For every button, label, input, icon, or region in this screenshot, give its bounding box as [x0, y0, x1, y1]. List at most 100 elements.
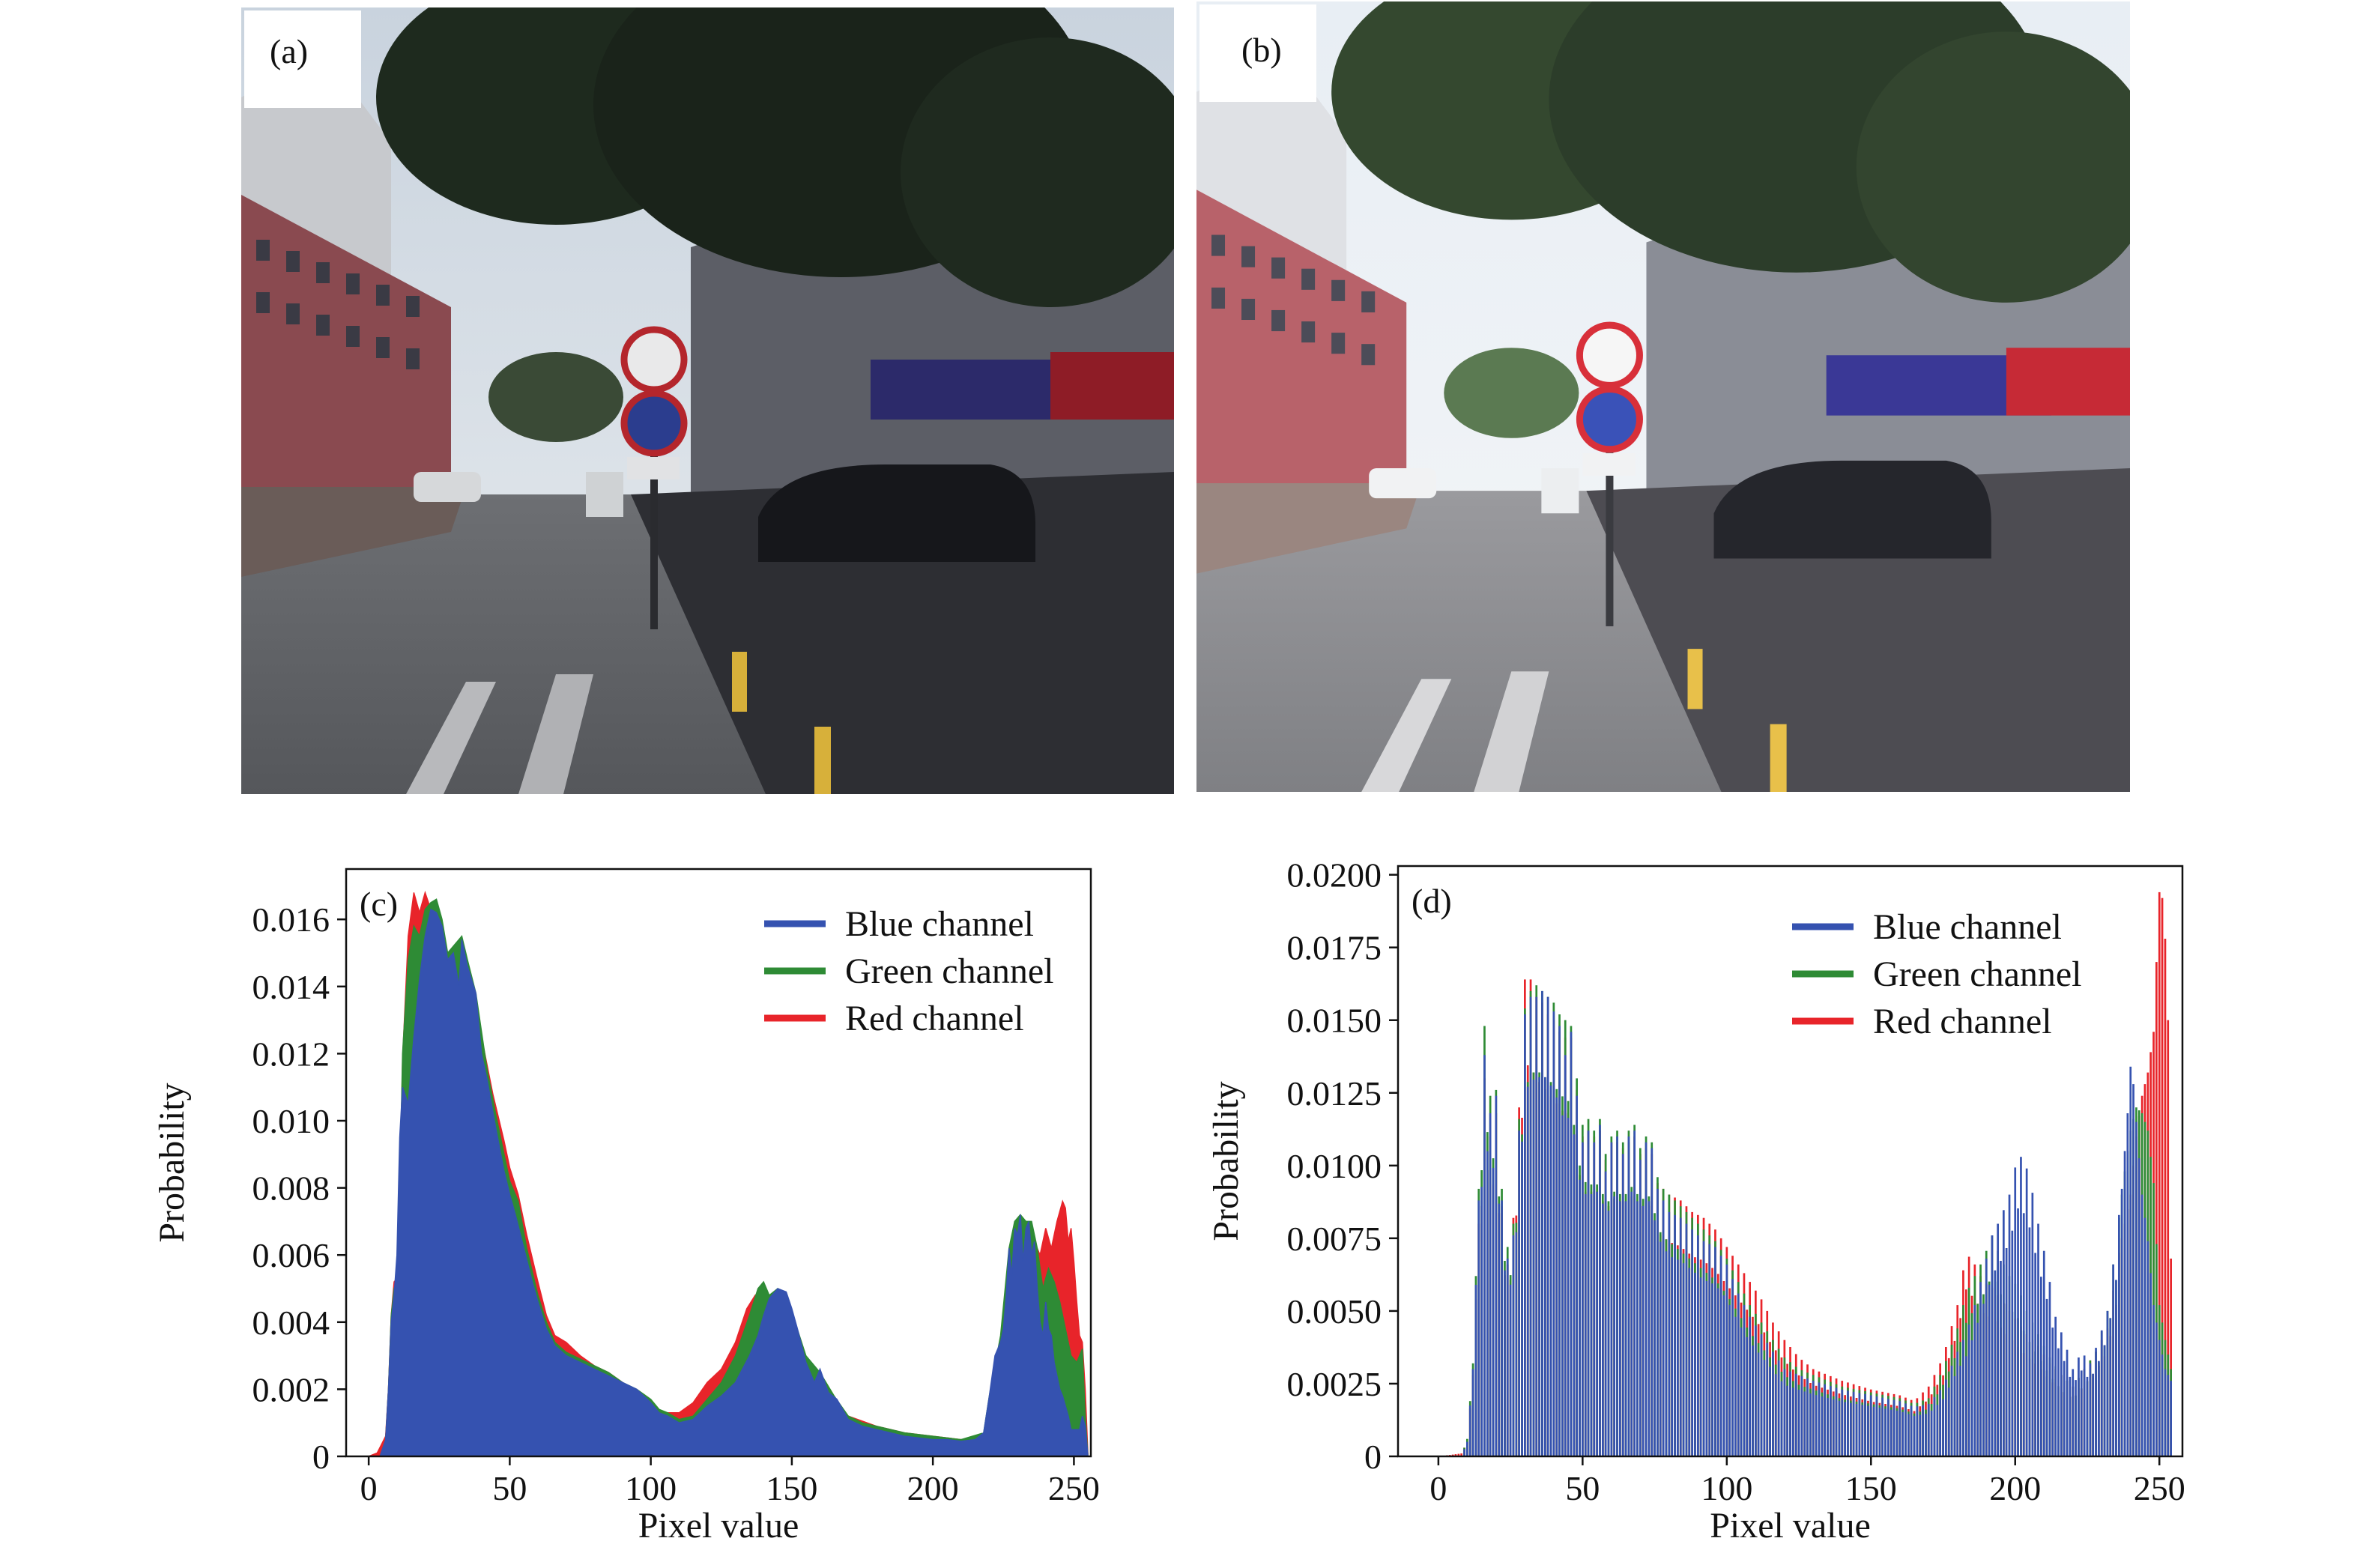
bar — [1642, 1205, 1645, 1456]
bar — [2045, 1298, 2048, 1456]
photo-a-original — [241, 7, 1174, 794]
y-tick-label: 0.0025 — [1287, 1365, 1382, 1403]
bar — [1794, 1373, 1797, 1456]
bar — [1973, 1305, 1976, 1456]
bar — [1815, 1395, 1818, 1456]
bar — [2146, 1241, 2149, 1456]
bar — [2149, 1273, 2152, 1456]
bar — [1925, 1414, 1927, 1456]
bar — [1705, 1281, 1708, 1456]
bar — [1483, 1055, 1486, 1456]
bar — [1936, 1405, 1939, 1456]
bar — [1884, 1408, 1887, 1456]
plot-area — [368, 890, 1089, 1456]
bar — [1633, 1130, 1636, 1456]
y-tick-label: 0 — [312, 1438, 330, 1476]
bar — [1596, 1191, 1598, 1456]
bar — [2103, 1345, 2106, 1456]
bar — [1486, 1151, 1489, 1456]
panel-label-a: (a) — [244, 10, 361, 108]
bar — [2072, 1369, 2075, 1456]
x-tick-label: 50 — [1565, 1469, 1600, 1507]
bar — [1590, 1193, 1593, 1456]
bar — [1627, 1136, 1630, 1456]
bar — [1607, 1211, 1610, 1456]
bar — [1544, 1077, 1546, 1456]
bar — [2118, 1214, 2120, 1456]
bar — [1524, 1014, 1526, 1456]
bar — [1922, 1405, 1924, 1456]
bar — [1685, 1223, 1688, 1456]
bar — [1504, 1270, 1506, 1456]
bar — [1538, 1077, 1540, 1456]
bar — [1907, 1414, 1910, 1456]
bar — [1576, 1095, 1578, 1456]
bar — [1910, 1405, 1913, 1456]
bar — [1694, 1272, 1696, 1456]
y-tick-label: 0.0200 — [1287, 856, 1382, 895]
bar — [1579, 1179, 1581, 1456]
x-tick-label: 150 — [1845, 1469, 1897, 1507]
bar — [1489, 1113, 1492, 1456]
bar — [1668, 1211, 1671, 1456]
bar — [2054, 1316, 2057, 1456]
bar — [1552, 1011, 1555, 1456]
bar — [2040, 1277, 2042, 1456]
bar — [1875, 1396, 1878, 1456]
bar — [1662, 1200, 1665, 1456]
photo-b-enhanced — [1196, 1, 2130, 792]
bar — [1535, 996, 1538, 1456]
bar — [2011, 1230, 2014, 1456]
bar — [1997, 1223, 1999, 1456]
bar — [2008, 1194, 2011, 1456]
y-tick-label: 0.0125 — [1287, 1074, 1382, 1113]
x-tick-label: 100 — [625, 1469, 677, 1507]
bar — [2170, 1259, 2172, 1456]
bar — [1708, 1244, 1711, 1456]
bar — [1711, 1283, 1713, 1456]
bar — [1501, 1200, 1503, 1456]
bar — [2109, 1318, 2112, 1456]
bar — [2057, 1348, 2060, 1456]
bar — [2000, 1261, 2002, 1456]
bar — [1982, 1304, 1985, 1456]
plot-frame — [1397, 865, 2184, 1458]
bar — [1772, 1351, 1774, 1456]
bar — [1930, 1410, 1933, 1456]
bar — [2063, 1360, 2066, 1456]
y-tick-label: 0.016 — [252, 900, 330, 939]
bar — [2167, 1375, 2170, 1456]
bar — [1792, 1387, 1794, 1456]
series-bars-blue-channel — [1463, 990, 2172, 1456]
bar — [1731, 1279, 1734, 1456]
bar — [1916, 1406, 1919, 1456]
bar — [1613, 1196, 1615, 1456]
bar — [1933, 1396, 1936, 1456]
bar — [1824, 1384, 1826, 1456]
bar — [2158, 1340, 2161, 1456]
bar — [1570, 1032, 1573, 1456]
bar — [2078, 1357, 2080, 1456]
bar — [1498, 1203, 1501, 1456]
bar — [1512, 1235, 1515, 1456]
bar — [1477, 1200, 1480, 1456]
bar — [1593, 1142, 1596, 1456]
bar — [2020, 1157, 2022, 1456]
bar — [1898, 1401, 1901, 1456]
bar — [2014, 1167, 2017, 1456]
bar — [2137, 1158, 2140, 1456]
bar — [1624, 1201, 1627, 1456]
y-tick-label: 0.002 — [252, 1370, 330, 1408]
bar — [1749, 1316, 1751, 1456]
bar — [1927, 1404, 1930, 1456]
bar — [2143, 1217, 2146, 1456]
bar — [1702, 1241, 1705, 1456]
bar — [1830, 1386, 1832, 1456]
y-tick-label: 0.014 — [252, 968, 330, 1006]
bar — [1495, 1095, 1498, 1456]
bar — [1827, 1398, 1829, 1456]
bar — [1740, 1328, 1743, 1456]
bar — [1558, 1026, 1561, 1456]
bar — [1841, 1389, 1844, 1456]
